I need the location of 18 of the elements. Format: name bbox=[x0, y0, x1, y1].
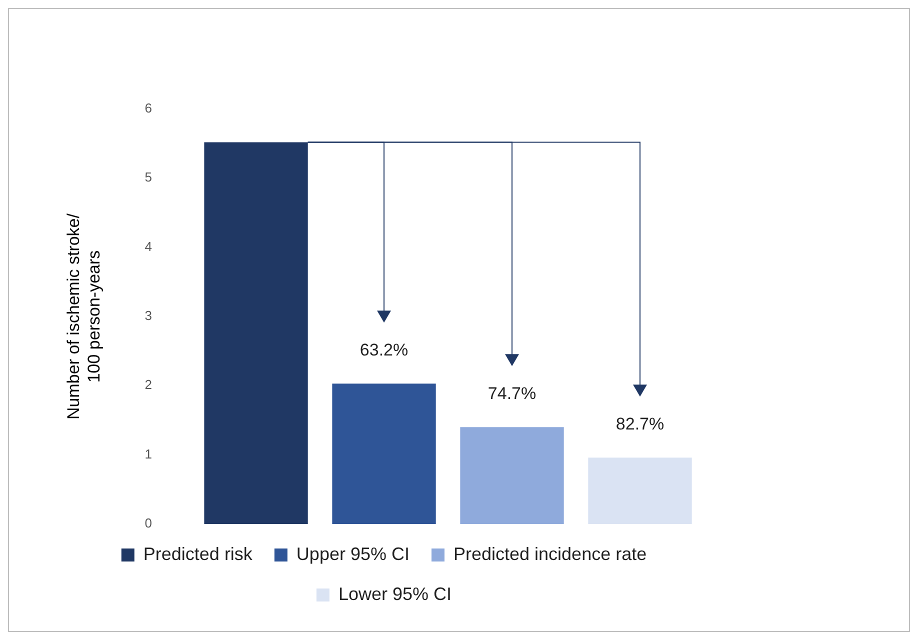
annotation: 63.2% bbox=[360, 340, 408, 360]
bar bbox=[460, 427, 564, 524]
y-tick-label: 6 bbox=[144, 100, 152, 116]
y-tick-label: 5 bbox=[144, 170, 152, 185]
legend-label: Lower 95% CI bbox=[338, 584, 452, 604]
y-tick-label: 2 bbox=[144, 377, 152, 392]
annotation: 74.7% bbox=[488, 384, 536, 403]
y-tick-label: 0 bbox=[144, 516, 152, 531]
legend-label: Predicted risk bbox=[143, 544, 254, 564]
legend-label: Upper 95% CI bbox=[296, 544, 410, 564]
y-tick-label: 1 bbox=[144, 446, 152, 462]
bar bbox=[588, 458, 692, 524]
legend-label: Predicted incidence rate bbox=[453, 544, 647, 564]
bar bbox=[332, 384, 436, 524]
y-axis-title: Number of ischemic stroke/ 100 person-years bbox=[64, 213, 104, 420]
y-tick-label: 3 bbox=[144, 308, 152, 324]
y-tick-label: 4 bbox=[144, 238, 152, 254]
annotation: 82.7% bbox=[616, 414, 664, 434]
